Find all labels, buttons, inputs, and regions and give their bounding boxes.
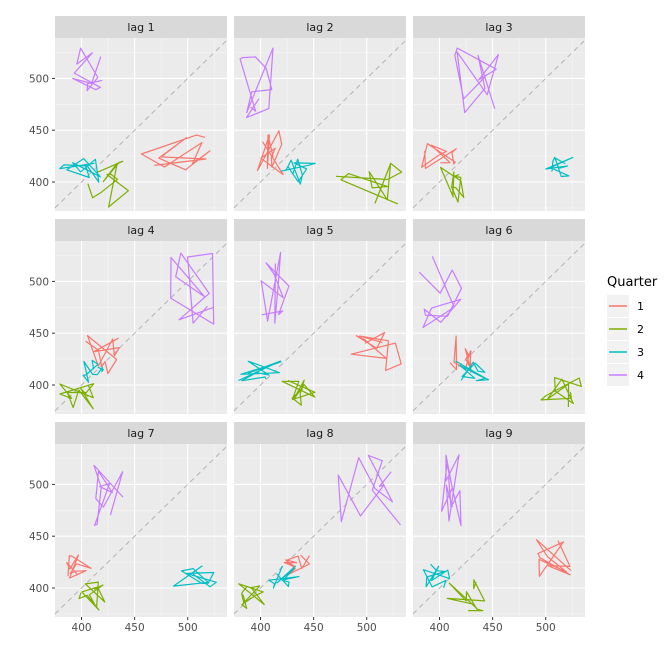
legend-title: Quarter [607,275,658,290]
y-tick-label: 400 [29,177,49,189]
series-line-quarter-1 [66,554,92,579]
series-line-quarter-3 [455,360,490,382]
y-tick-label: 450 [29,328,49,340]
reference-line [54,39,228,209]
facet-panel: lag 6 [412,219,586,414]
series-line-quarter-1 [350,331,402,372]
reference-line [412,242,586,412]
facet-panel: lag 8 400 450 500 [233,422,407,634]
facet-strip [55,219,227,241]
facet-strip-label: lag 5 [306,224,333,237]
series-line-quarter-1 [421,143,457,169]
x-tick-label: 450 [304,622,324,634]
series-line-quarter-2 [87,160,129,208]
series-line-quarter-2 [281,379,316,406]
reference-line [412,445,586,615]
series-line-quarter-2 [446,579,486,612]
reference-line [54,445,228,615]
series-line-quarter-3 [59,158,101,183]
facet-strip-label: lag 6 [485,224,512,237]
y-tick-label: 500 [29,73,49,85]
series-line-quarter-4 [72,47,103,92]
series-line-quarter-3 [82,359,104,383]
legend-item-label: 4 [637,369,644,382]
series-line-quarter-1 [449,335,472,373]
facet-strip-label: lag 4 [127,224,154,237]
series-line-quarter-3 [422,563,451,589]
series-line-quarter-2 [335,162,403,205]
facet-panel: lag 3 [412,16,586,211]
reference-line [412,39,586,209]
facet-strip [234,219,406,241]
facet-strip [413,422,585,444]
series-line-quarter-3 [281,158,316,185]
series-line-quarter-1 [256,130,284,176]
legend: Quarter 1 2 3 4 [607,275,658,386]
reference-line [54,242,228,412]
series-line-quarter-3 [268,565,300,589]
series-line-quarter-2 [78,581,106,611]
series-line-quarter-3 [172,565,217,588]
facet-strip-label: lag 8 [306,427,333,440]
facet-panel: lag 1 400 450 500 [29,16,228,211]
facet-panel: lag 5 [233,219,407,414]
facet-strip-label: lag 2 [306,21,333,34]
facet-strip [413,16,585,38]
series-line-quarter-3 [545,156,574,178]
series-line-quarter-3 [238,360,282,382]
x-tick-label: 400 [72,622,92,634]
series-line-quarter-4 [93,464,124,526]
legend-item-label: 2 [637,323,644,336]
series-line-quarter-4 [454,47,499,114]
legend-item-label: 3 [637,346,644,359]
series-line-quarter-2 [540,377,582,408]
facet-strip-label: lag 9 [485,427,512,440]
facet-strip-label: lag 7 [127,427,154,440]
x-tick-label: 400 [251,622,271,634]
facet-strip [234,16,406,38]
x-tick-label: 500 [178,622,198,634]
series-line-quarter-4 [418,256,463,329]
reference-line [233,39,407,209]
x-tick-label: 500 [357,622,377,634]
facet-panel: lag 4 400 450 500 [29,219,228,414]
series-line-quarter-1 [85,335,121,375]
facet-strip-label: lag 1 [127,21,154,34]
reference-line [233,242,407,412]
legend-item-label: 1 [637,300,644,313]
x-tick-label: 450 [125,622,145,634]
series-line-quarter-2 [238,583,265,610]
y-tick-label: 450 [29,531,49,543]
facet-panel: lag 9 400 450 500 [412,422,586,634]
facet-strip-label: lag 3 [485,21,512,34]
facet-strip [234,422,406,444]
series-line-quarter-1 [140,134,211,171]
series-line-quarter-1 [535,538,572,577]
facet-panel: lag 2 [233,16,407,211]
series-line-quarter-4 [260,251,290,324]
series-line-quarter-4 [441,454,462,527]
y-tick-label: 500 [29,276,49,288]
facet-strip [413,219,585,241]
y-tick-label: 400 [29,380,49,392]
x-tick-label: 450 [483,622,503,634]
x-tick-label: 400 [430,622,450,634]
series-line-quarter-4 [337,454,401,526]
series-line-quarter-4 [170,252,215,325]
series-line-quarter-4 [239,47,274,119]
y-tick-label: 400 [29,583,49,595]
y-tick-label: 500 [29,479,49,491]
series-line-quarter-2 [59,383,95,410]
facet-strip [55,422,227,444]
facet-strip [55,16,227,38]
y-tick-label: 450 [29,125,49,137]
series-line-quarter-2 [439,166,465,203]
facet-panel: lag 7 400 450 500 400 450 500 [29,422,228,634]
x-tick-label: 500 [536,622,556,634]
